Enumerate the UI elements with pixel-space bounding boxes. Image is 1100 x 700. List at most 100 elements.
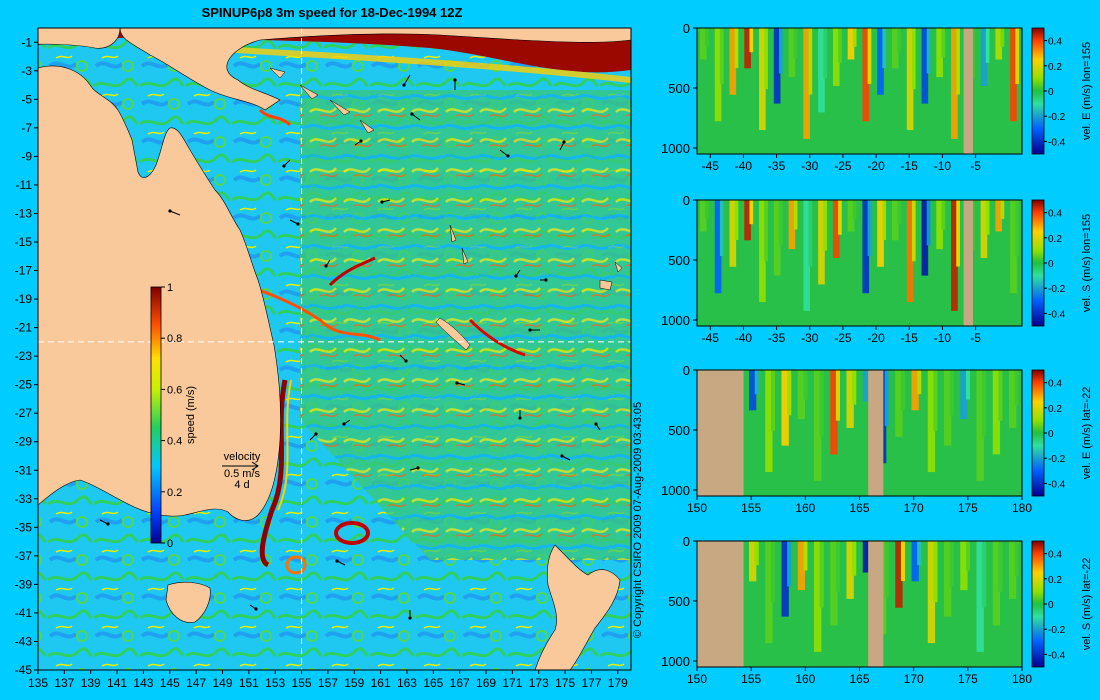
section-cell: [895, 541, 903, 608]
section-land: [697, 541, 744, 667]
section-x-tick-label: 165: [849, 501, 869, 515]
map-y-tick-label: -35: [15, 520, 33, 534]
section-cell: [714, 200, 722, 294]
section-land: [868, 541, 884, 667]
section-cell: [819, 370, 824, 437]
map-y-tick-label: -5: [21, 92, 32, 106]
section-colorbar-tick-label: -0.2: [1048, 112, 1066, 123]
map-x-tick-label: 141: [107, 676, 127, 690]
section-cell: [956, 28, 960, 95]
section-cell: [1000, 28, 1005, 47]
section-cell: [714, 28, 722, 122]
section-cell: [897, 200, 901, 225]
section-cell: [936, 28, 943, 78]
section-cell: [729, 200, 737, 267]
section-cell: [838, 28, 842, 63]
section-panel-4: 150 155 160 165 170 175 180 0 500 1000 0.4 0.2 0 -0.2…: [661, 534, 1093, 686]
section-cell: [734, 200, 739, 241]
map-y-tick-label: -15: [15, 235, 33, 249]
section-x-tick-label: -35: [768, 331, 786, 345]
section-cell: [759, 200, 766, 303]
section-x-tick-label: -40: [735, 159, 753, 173]
velocity-arrow-head: [544, 278, 548, 282]
section-cell: [941, 28, 946, 58]
section-y-tick-label: 1000: [661, 141, 690, 156]
velocity-arrow-head: [453, 78, 457, 82]
section-cell: [992, 370, 1001, 455]
section-cell: [892, 28, 899, 69]
section-x-tick-label: 150: [687, 672, 707, 686]
section-cell: [965, 541, 970, 571]
section-cell: [749, 541, 757, 582]
section-y-tick-label: 0: [683, 193, 690, 208]
velocity-arrow-head: [324, 264, 328, 268]
section-y-tick-label: 500: [668, 594, 690, 609]
section-cell: [927, 370, 936, 473]
section-cell: [764, 28, 768, 90]
section-y-tick-label: 1000: [661, 313, 690, 328]
section-cell: [944, 370, 952, 446]
map-frame: [37, 27, 632, 671]
section-cell: [911, 541, 919, 582]
section-cell: [862, 28, 870, 122]
section-x-tick-label: -25: [834, 331, 852, 345]
map-x-tick-label: 159: [344, 676, 364, 690]
section-cell: [921, 200, 929, 276]
section-colorbar-tick-label: 0.2: [1048, 234, 1062, 245]
speed-colorbar-tick-label: 0: [167, 538, 173, 550]
velocity-legend-title: velocity: [224, 451, 261, 463]
map-x-tick-label: 149: [212, 676, 232, 690]
section-cell: [926, 28, 931, 74]
section-cell: [1014, 541, 1019, 576]
section-cell: [921, 28, 929, 104]
section-cell: [803, 200, 811, 311]
map-y-tick-label: -23: [15, 349, 33, 363]
speed-colorbar-tick-label: 1: [167, 282, 173, 294]
section-background: [697, 541, 1022, 667]
section-colorbar-tick-label: 0.4: [1048, 37, 1062, 48]
velocity-vectors: [99, 74, 601, 620]
section-cell: [933, 370, 938, 432]
section-land: [868, 370, 884, 496]
velocity-arrow-head: [594, 422, 598, 426]
section-cell: [995, 28, 1003, 60]
section-cell: [949, 370, 954, 416]
section-x-tick-label: 170: [904, 501, 924, 515]
section-x-tick-label: -45: [702, 331, 720, 345]
section-cell: [911, 370, 919, 411]
section-x-tick-label: -40: [735, 331, 753, 345]
section-cell: [819, 541, 824, 608]
map-x-tick-label: 175: [555, 676, 575, 690]
section-land: [963, 28, 973, 154]
section-cell: [951, 200, 958, 311]
section-cell: [965, 370, 970, 400]
map-y-tick-label: -17: [15, 264, 33, 278]
section-cell: [793, 200, 798, 230]
section-cell: [862, 541, 871, 573]
section-colorbar-tick-label: -0.4: [1048, 137, 1066, 148]
map-x-tick-label: 157: [318, 676, 338, 690]
map-y-tick-label: -19: [15, 292, 33, 306]
section-cell: [770, 541, 775, 603]
map-y-tick-label: -3: [21, 64, 32, 78]
section-colorbar-tick-label: -0.2: [1048, 625, 1066, 636]
map-x-tick-label: 171: [502, 676, 522, 690]
section-colorbar-tick-label: 0.2: [1048, 62, 1062, 73]
map-x-tick-label: 179: [608, 676, 628, 690]
map-x-tick-label: 145: [160, 676, 180, 690]
section-cell: [956, 200, 960, 267]
section-x-tick-label: 175: [958, 672, 978, 686]
section-cell: [936, 200, 943, 250]
section-cell: [917, 541, 922, 566]
tasmania-land: [165, 581, 211, 623]
section-cell: [734, 28, 739, 69]
section-cell: [764, 200, 768, 262]
new-zealand-land: [534, 544, 621, 671]
section-cell: [788, 200, 796, 250]
section-cell: [998, 541, 1003, 592]
section-cell: [787, 541, 792, 587]
section-cell: [949, 541, 954, 587]
section-cell: [754, 541, 759, 566]
map-y-tick-label: -29: [15, 435, 33, 449]
section-colorbar-tick-label: 0: [1048, 429, 1054, 440]
